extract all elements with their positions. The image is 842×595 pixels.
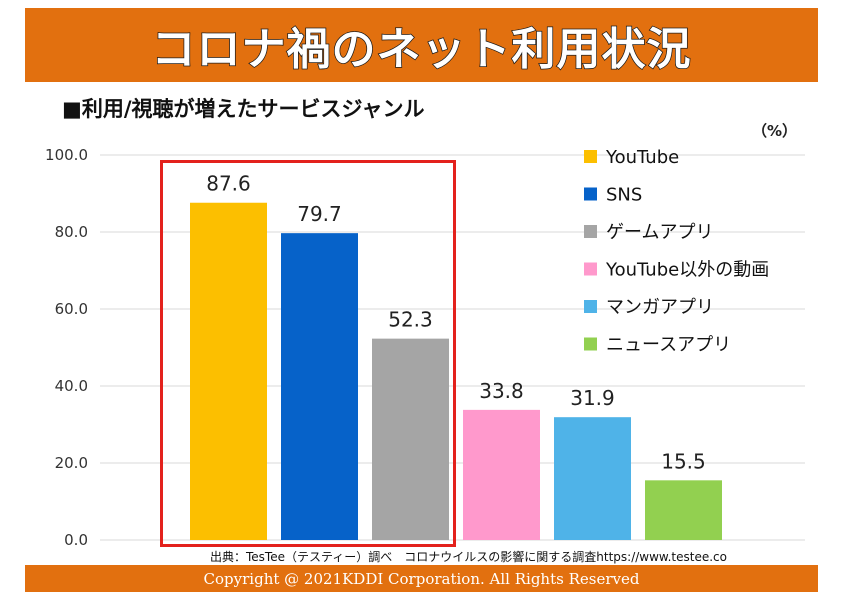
legend-label: SNS: [606, 185, 642, 206]
y-tick-label: 40.0: [55, 377, 88, 395]
copyright-text: Copyright @ 2021KDDI Corporation. All Ri…: [203, 569, 640, 588]
legend-swatch: [584, 300, 597, 313]
y-tick-label: 0.0: [64, 531, 88, 549]
legend-label: YouTube以外の動画: [605, 260, 769, 281]
data-label: 52.3: [388, 308, 433, 332]
unit-label: （%）: [752, 122, 798, 140]
bar: [645, 480, 722, 540]
bar: [554, 417, 631, 540]
legend-swatch: [584, 187, 597, 201]
legend-swatch: [584, 262, 597, 276]
legend-swatch: [584, 150, 597, 163]
highlight-box: [160, 160, 456, 547]
page-title: コロナ禍のネット利用状況: [151, 23, 692, 76]
data-label: 79.7: [297, 202, 342, 226]
legend-label: ゲームアプリ: [606, 222, 713, 243]
legend-swatch: [584, 337, 597, 351]
y-tick-label: 80.0: [55, 223, 88, 241]
data-label: 87.6: [206, 172, 251, 196]
bar: [281, 233, 358, 540]
y-tick-label: 100.0: [45, 146, 88, 164]
legend-label: ニュースアプリ: [606, 335, 731, 356]
legend-label: YouTube: [605, 147, 679, 168]
source-note: 出典：TesTee（テスティー）調べ コロナウイルスの影響に関する調査https…: [210, 550, 727, 564]
footer-banner: Copyright @ 2021KDDI Corporation. All Ri…: [25, 565, 818, 592]
bar: [190, 202, 267, 541]
y-tick-label: 60.0: [55, 300, 88, 318]
legend-swatch: [584, 225, 597, 238]
title-banner: コロナ禍のネット利用状況: [25, 8, 818, 82]
bar: [372, 338, 449, 540]
bar: [463, 409, 540, 540]
data-label: 31.9: [570, 386, 615, 410]
data-label: 33.8: [479, 379, 524, 403]
y-tick-label: 20.0: [55, 454, 88, 472]
chart-subtitle: ■利用/視聴が増えたサービスジャンル: [62, 97, 425, 121]
data-label: 15.5: [661, 449, 706, 473]
legend-label: マンガアプリ: [606, 297, 714, 318]
